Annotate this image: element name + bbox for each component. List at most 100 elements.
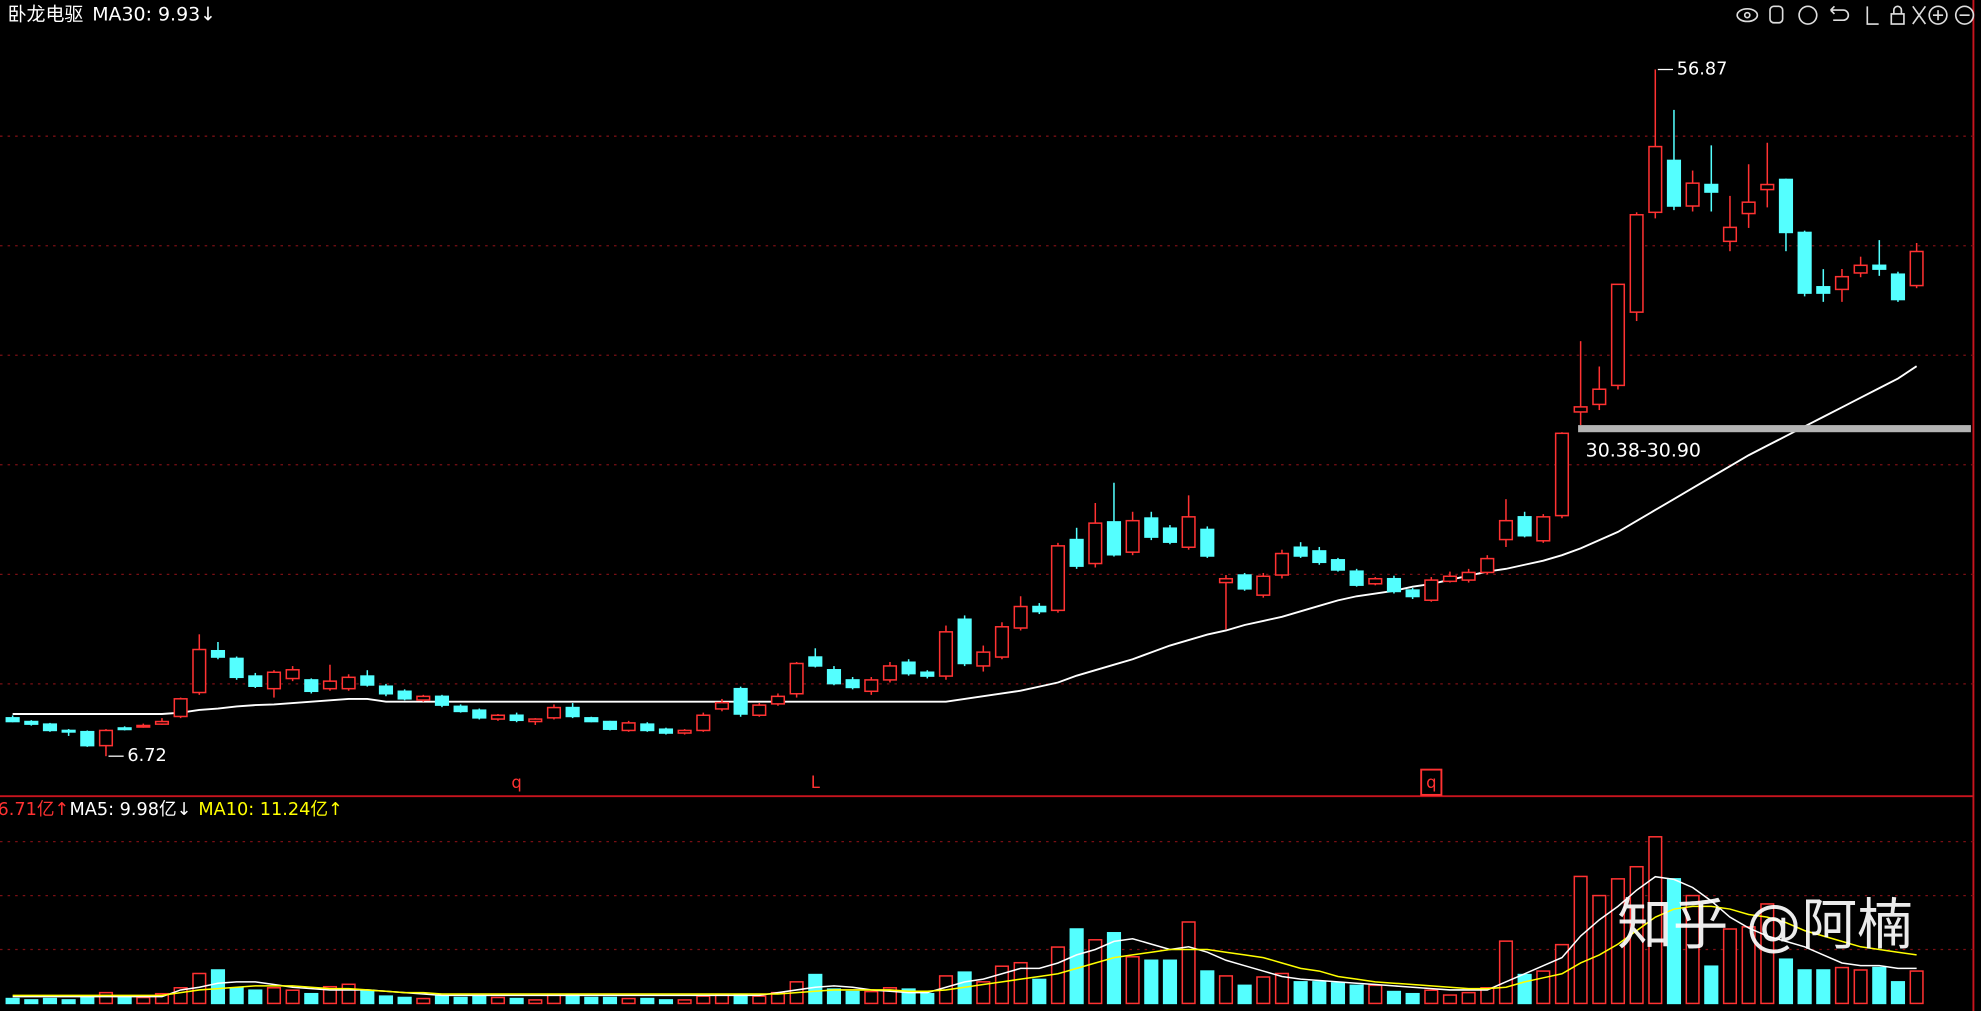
- volume-bar: [994, 965, 1010, 1005]
- toolbar[interactable]: [1736, 5, 1975, 25]
- candle-body: [1554, 432, 1570, 517]
- volume-bar: [1778, 958, 1794, 1005]
- volume-bar: [397, 996, 412, 1005]
- volume-bar: [1536, 970, 1551, 1005]
- volume-bar: [1386, 990, 1402, 1005]
- volume-bar: [472, 995, 487, 1005]
- candle-body: [920, 671, 935, 677]
- candle-body: [360, 675, 375, 686]
- candle-body: [341, 676, 356, 690]
- candle-body: [192, 648, 207, 694]
- candle-body: [1890, 273, 1906, 301]
- volume-bar: [378, 995, 394, 1005]
- volume-bar: [1013, 961, 1028, 1005]
- candle-body: [173, 698, 188, 718]
- volume-bar: [677, 999, 692, 1005]
- eye-pupil: [1743, 11, 1751, 19]
- candle-body: [80, 730, 95, 747]
- candle-body: [416, 695, 431, 701]
- candle-body: [677, 729, 692, 734]
- volume-bar: [658, 999, 674, 1005]
- watermark: 知乎 @阿楠: [1617, 893, 1913, 958]
- draw-icon[interactable]: [1866, 6, 1879, 25]
- volume-bar: [490, 996, 506, 1005]
- candle-body: [808, 656, 823, 667]
- volume-bar: [696, 995, 711, 1005]
- volume-bar: [528, 999, 543, 1005]
- day-marker: L: [811, 773, 821, 792]
- volume-bar: [453, 996, 468, 1005]
- volume-bar: [1741, 926, 1756, 1005]
- volume-bar: [434, 995, 450, 1005]
- candle-body: [1424, 579, 1439, 601]
- volume-bar: [1704, 965, 1719, 1005]
- candle-body: [509, 714, 524, 722]
- play-icon[interactable]: [1798, 5, 1818, 25]
- candle-body: [1442, 575, 1458, 583]
- volume-bar: [1853, 969, 1868, 1005]
- day-marker: q: [1426, 773, 1436, 792]
- volume-bar: [1088, 939, 1103, 1005]
- volume-bar: [1069, 928, 1084, 1005]
- candle-body: [210, 649, 226, 658]
- volume-bar: [341, 983, 356, 1005]
- volume-bar: [1909, 970, 1924, 1005]
- candle-body: [1237, 574, 1252, 590]
- candle-body: [1498, 519, 1514, 541]
- candle-body: [117, 727, 132, 731]
- candle-body: [565, 706, 580, 718]
- hand-icon[interactable]: [1769, 5, 1784, 24]
- candle-body: [864, 679, 879, 693]
- volume-bar: [565, 994, 580, 1005]
- zoom-in-icon[interactable]: [1928, 5, 1948, 25]
- candle-body: [1200, 528, 1215, 557]
- scissors-icon[interactable]: [1912, 5, 1927, 25]
- day-marker-box: [1420, 768, 1443, 796]
- candle-body: [1050, 545, 1066, 612]
- candle-body: [1088, 522, 1103, 565]
- candle-body: [1722, 226, 1738, 243]
- gap-label: 30.38-30.90: [1586, 440, 1701, 462]
- volume-bar: [1760, 903, 1775, 1005]
- undo-icon[interactable]: [1830, 5, 1850, 22]
- candle-body: [266, 671, 282, 690]
- candle-body: [882, 665, 898, 681]
- volume-bar: [266, 987, 282, 1005]
- volume-bar: [1424, 989, 1439, 1005]
- candle-body: [285, 669, 300, 680]
- zoom-out-icon[interactable]: [1954, 5, 1975, 25]
- volume-bar: [1890, 981, 1906, 1005]
- candle-body: [1330, 559, 1346, 571]
- eye-icon[interactable]: [1736, 8, 1759, 23]
- candle-body: [789, 662, 804, 695]
- candle-body: [1872, 264, 1887, 270]
- candle-body: [1125, 519, 1140, 553]
- volume-bar: [229, 987, 244, 1005]
- candle-body: [770, 695, 786, 705]
- volume-bar: [640, 997, 655, 1005]
- volume-bar: [1162, 959, 1178, 1005]
- candle-body: [322, 680, 338, 690]
- volume-bar: [1461, 991, 1476, 1005]
- grid-layer: [0, 135, 1974, 951]
- candle-body: [584, 717, 599, 723]
- candle-body: [528, 718, 543, 723]
- volume-bar: [1834, 966, 1850, 1005]
- candle-body: [733, 687, 748, 715]
- volume-bar: [61, 999, 76, 1005]
- volume-bar: [98, 991, 114, 1005]
- volume-bar: [1573, 875, 1588, 1005]
- lock-icon[interactable]: [1890, 13, 1905, 25]
- candle-body: [976, 651, 991, 667]
- gap-band: [1578, 425, 1971, 433]
- volume-bar: [1349, 984, 1364, 1005]
- candle-body: [1909, 250, 1924, 287]
- candle-body: [1256, 575, 1271, 596]
- candle-body: [621, 722, 636, 732]
- candle-body: [901, 661, 916, 675]
- volume-bar: [1816, 969, 1831, 1005]
- volume-legend: 6.71亿↑: [0, 799, 69, 820]
- volume-bar: [1218, 975, 1234, 1005]
- volume-bar: [5, 997, 20, 1005]
